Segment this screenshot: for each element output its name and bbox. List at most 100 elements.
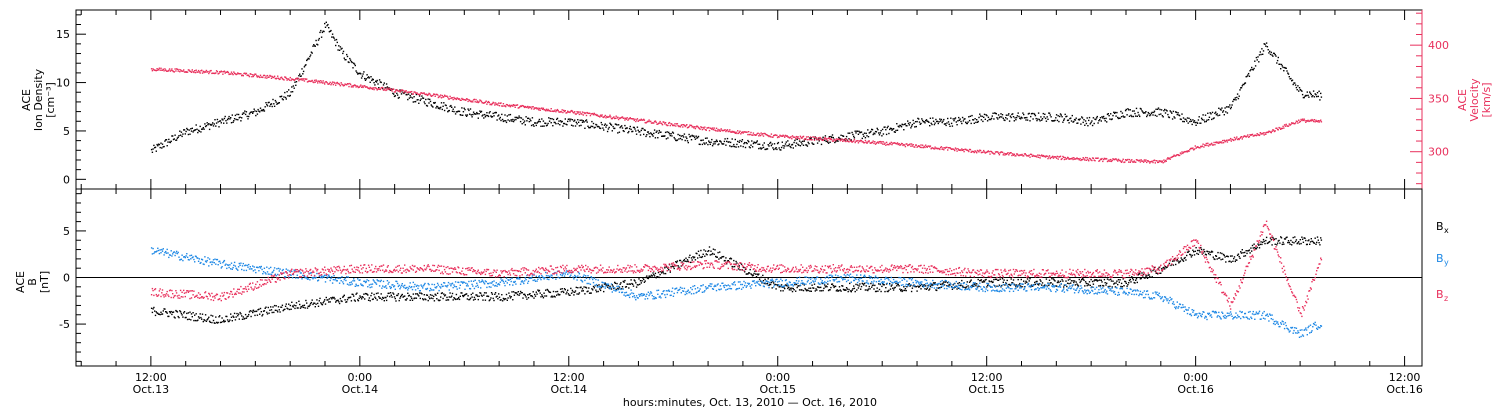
data-point xyxy=(582,290,584,292)
data-point xyxy=(735,260,737,263)
data-point xyxy=(857,133,860,135)
data-point xyxy=(1125,282,1127,284)
data-point xyxy=(711,252,714,255)
data-point xyxy=(310,51,313,53)
data-point xyxy=(273,311,275,314)
data-point xyxy=(1136,281,1138,284)
data-point xyxy=(549,291,552,294)
data-point xyxy=(1132,279,1135,281)
data-point xyxy=(1012,279,1015,281)
data-point xyxy=(686,124,688,126)
data-point xyxy=(1003,119,1005,121)
data-point xyxy=(445,104,447,107)
data-point xyxy=(863,282,866,285)
data-point xyxy=(178,256,180,258)
data-point xyxy=(248,74,250,77)
data-point xyxy=(489,103,491,106)
data-point xyxy=(1138,273,1140,275)
data-point xyxy=(570,287,572,290)
data-point xyxy=(362,86,364,89)
data-point xyxy=(1226,141,1229,143)
data-point xyxy=(888,144,890,146)
data-point xyxy=(1236,96,1238,99)
data-point xyxy=(724,129,726,131)
data-point xyxy=(973,151,975,154)
data-point xyxy=(768,145,770,147)
data-point xyxy=(984,279,986,281)
data-point xyxy=(1251,66,1253,69)
data-point xyxy=(1289,124,1291,126)
data-point xyxy=(681,138,683,141)
data-point xyxy=(333,37,335,39)
data-point xyxy=(203,263,205,266)
data-point xyxy=(609,122,611,124)
data-point xyxy=(1288,241,1290,244)
data-point xyxy=(1001,151,1003,153)
data-point xyxy=(530,106,532,108)
data-point xyxy=(166,312,168,314)
data-point xyxy=(683,124,686,126)
data-point xyxy=(545,289,547,291)
data-point xyxy=(360,298,363,300)
data-point xyxy=(1121,112,1124,114)
data-point xyxy=(559,124,561,126)
data-point xyxy=(1259,243,1261,246)
data-point xyxy=(442,105,444,107)
data-point xyxy=(342,52,344,55)
data-point xyxy=(932,147,935,150)
data-point xyxy=(779,149,781,151)
data-point xyxy=(1291,241,1294,243)
data-point xyxy=(266,311,268,314)
data-point xyxy=(480,287,482,289)
data-point xyxy=(302,306,305,309)
data-point xyxy=(1279,242,1281,244)
data-point xyxy=(1091,286,1093,288)
data-point xyxy=(1229,107,1232,110)
data-point xyxy=(310,301,313,304)
data-point xyxy=(1099,119,1101,121)
data-point xyxy=(1065,116,1067,118)
data-point xyxy=(664,131,667,134)
data-point xyxy=(245,269,248,272)
data-point xyxy=(786,285,788,287)
data-point xyxy=(1186,120,1188,122)
data-point xyxy=(931,283,933,285)
data-point xyxy=(1011,113,1013,116)
data-point xyxy=(1044,155,1046,157)
data-point xyxy=(391,90,393,92)
data-point xyxy=(452,286,454,289)
data-point xyxy=(438,107,440,109)
data-point xyxy=(669,134,671,137)
data-point xyxy=(551,110,553,112)
data-point xyxy=(277,306,280,308)
data-point xyxy=(537,107,539,109)
data-point xyxy=(1087,283,1089,285)
data-point xyxy=(274,309,277,311)
data-point xyxy=(736,132,738,135)
data-point xyxy=(423,283,425,286)
data-point xyxy=(1031,285,1033,287)
data-point xyxy=(878,132,880,134)
data-point xyxy=(548,117,550,119)
data-point xyxy=(1273,130,1276,133)
data-point xyxy=(1143,277,1146,279)
data-point xyxy=(257,266,259,269)
data-point xyxy=(295,305,297,307)
data-point xyxy=(599,127,602,130)
data-point xyxy=(183,69,185,71)
data-point xyxy=(1190,147,1193,149)
data-point xyxy=(343,84,345,87)
data-point xyxy=(1139,272,1141,275)
data-point xyxy=(239,116,241,118)
data-point xyxy=(676,123,679,125)
data-point xyxy=(682,126,684,128)
data-point xyxy=(1226,112,1229,114)
data-point xyxy=(687,141,689,144)
data-point xyxy=(856,140,858,142)
data-point xyxy=(1026,155,1029,157)
data-point xyxy=(1254,60,1256,62)
data-point xyxy=(595,289,597,291)
data-point xyxy=(331,33,334,35)
data-point xyxy=(240,73,242,75)
data-point xyxy=(1122,158,1124,160)
